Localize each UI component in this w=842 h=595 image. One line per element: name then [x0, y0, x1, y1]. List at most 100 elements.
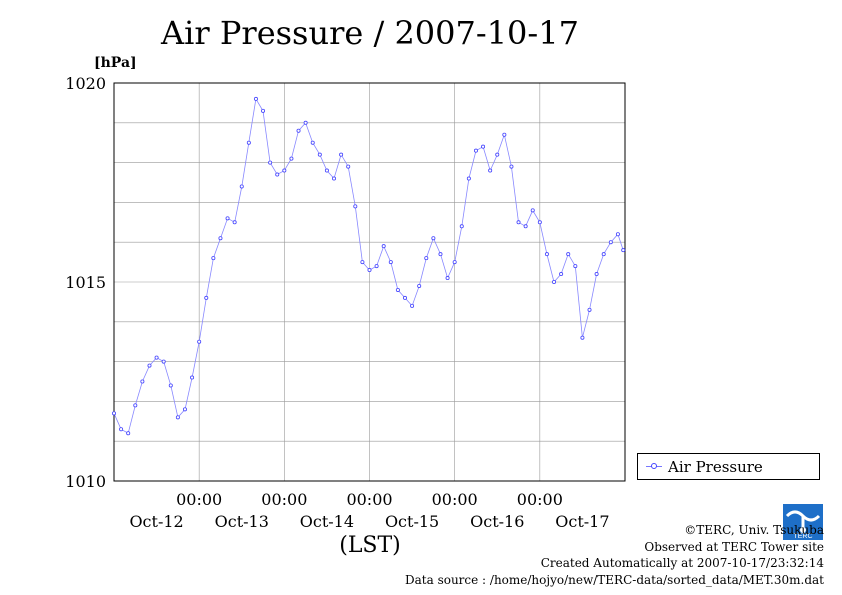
- data-point: [516, 220, 521, 225]
- chart-title: Air Pressure / 2007-10-17: [161, 14, 579, 52]
- data-point: [360, 260, 365, 265]
- data-point: [190, 375, 195, 380]
- data-point: [246, 140, 251, 145]
- data-point: [402, 295, 407, 300]
- data-point: [339, 152, 344, 157]
- data-point: [452, 260, 457, 265]
- data-point: [161, 359, 166, 364]
- data-point: [530, 208, 535, 213]
- data-point: [126, 431, 131, 436]
- created-text: Created Automatically at 2007-10-17/23:3…: [540, 556, 824, 570]
- data-point: [481, 144, 486, 149]
- data-point: [225, 216, 230, 221]
- plot-frame: [113, 82, 626, 482]
- legend: Air Pressure: [637, 453, 820, 480]
- data-point: [168, 383, 173, 388]
- data-point: [268, 160, 273, 165]
- data-point: [253, 96, 258, 101]
- data-point: [282, 168, 287, 173]
- data-point: [502, 132, 507, 137]
- x-tick-time-label: 00:00: [176, 490, 222, 509]
- data-point: [147, 363, 152, 368]
- data-point: [239, 184, 244, 189]
- data-point: [459, 224, 464, 229]
- data-point: [438, 252, 443, 257]
- data-point: [395, 287, 400, 292]
- data-point: [537, 220, 542, 225]
- data-point: [608, 240, 613, 245]
- y-tick-label: 1020: [65, 74, 106, 93]
- x-tick-date-label: Oct-13: [215, 512, 269, 531]
- x-tick-date-label: Oct-12: [129, 512, 183, 531]
- copyright-text: ©TERC, Univ. Tsukuba: [684, 523, 824, 537]
- y-axis-unit: [hPa]: [94, 55, 137, 71]
- data-point: [119, 427, 124, 432]
- source-text: Data source : /home/hojyo/new/TERC-data/…: [405, 572, 824, 587]
- data-point: [211, 256, 216, 261]
- series-line-air-pressure: [113, 97, 624, 434]
- data-point: [133, 403, 138, 408]
- data-point: [552, 279, 557, 284]
- data-point: [381, 244, 386, 249]
- data-point: [140, 379, 145, 384]
- data-point: [261, 108, 266, 113]
- data-point: [218, 236, 223, 241]
- x-axis-label: (LST): [339, 533, 401, 558]
- data-point: [488, 168, 493, 173]
- data-point: [621, 248, 626, 253]
- data-point: [332, 176, 337, 181]
- legend-label: Air Pressure: [668, 458, 763, 476]
- data-point: [112, 411, 117, 416]
- data-point: [580, 335, 585, 340]
- x-tick-date-label: Oct-15: [385, 512, 439, 531]
- data-point: [353, 204, 358, 209]
- data-point: [388, 260, 393, 265]
- data-point: [566, 252, 571, 257]
- data-point: [317, 152, 322, 157]
- data-point: [289, 156, 294, 161]
- data-point: [310, 140, 315, 145]
- data-point: [374, 264, 379, 269]
- data-point: [197, 339, 202, 344]
- svg-text:TERC: TERC: [793, 533, 812, 540]
- data-point: [473, 148, 478, 153]
- x-tick-time-label: 00:00: [261, 490, 307, 509]
- x-tick-time-label: 00:00: [346, 490, 392, 509]
- data-point: [175, 415, 180, 420]
- x-tick-time-label: 00:00: [432, 490, 478, 509]
- data-point: [495, 152, 500, 157]
- credits: ©TERC, Univ. Tsukuba Observed at TERC To…: [405, 522, 824, 588]
- data-point: [431, 236, 436, 241]
- data-point: [232, 220, 237, 225]
- data-point: [445, 276, 450, 281]
- data-point: [182, 407, 187, 412]
- data-point: [303, 120, 308, 125]
- data-point: [410, 303, 415, 308]
- data-point: [346, 164, 351, 169]
- data-point: [509, 164, 514, 169]
- data-point: [523, 224, 528, 229]
- data-point: [204, 295, 209, 300]
- data-point: [424, 256, 429, 261]
- data-point: [544, 252, 549, 257]
- data-point: [594, 272, 599, 277]
- x-tick-date-label: Oct-16: [470, 512, 524, 531]
- data-point: [275, 172, 280, 177]
- observed-text: Observed at TERC Tower site: [644, 539, 824, 554]
- terc-logo-icon: TERC: [783, 504, 823, 540]
- x-tick-date-label: Oct-17: [555, 512, 609, 531]
- data-point: [466, 176, 471, 181]
- y-tick-label: 1015: [65, 273, 106, 292]
- data-point: [587, 307, 592, 312]
- x-tick-time-label: 00:00: [517, 490, 563, 509]
- data-point: [417, 283, 422, 288]
- data-point: [573, 264, 578, 269]
- data-point: [296, 128, 301, 133]
- x-tick-date-label: Oct-14: [300, 512, 354, 531]
- data-point: [154, 355, 159, 360]
- data-point: [367, 268, 372, 273]
- data-point: [559, 272, 564, 277]
- data-point: [615, 232, 620, 237]
- y-tick-label: 1010: [65, 472, 106, 491]
